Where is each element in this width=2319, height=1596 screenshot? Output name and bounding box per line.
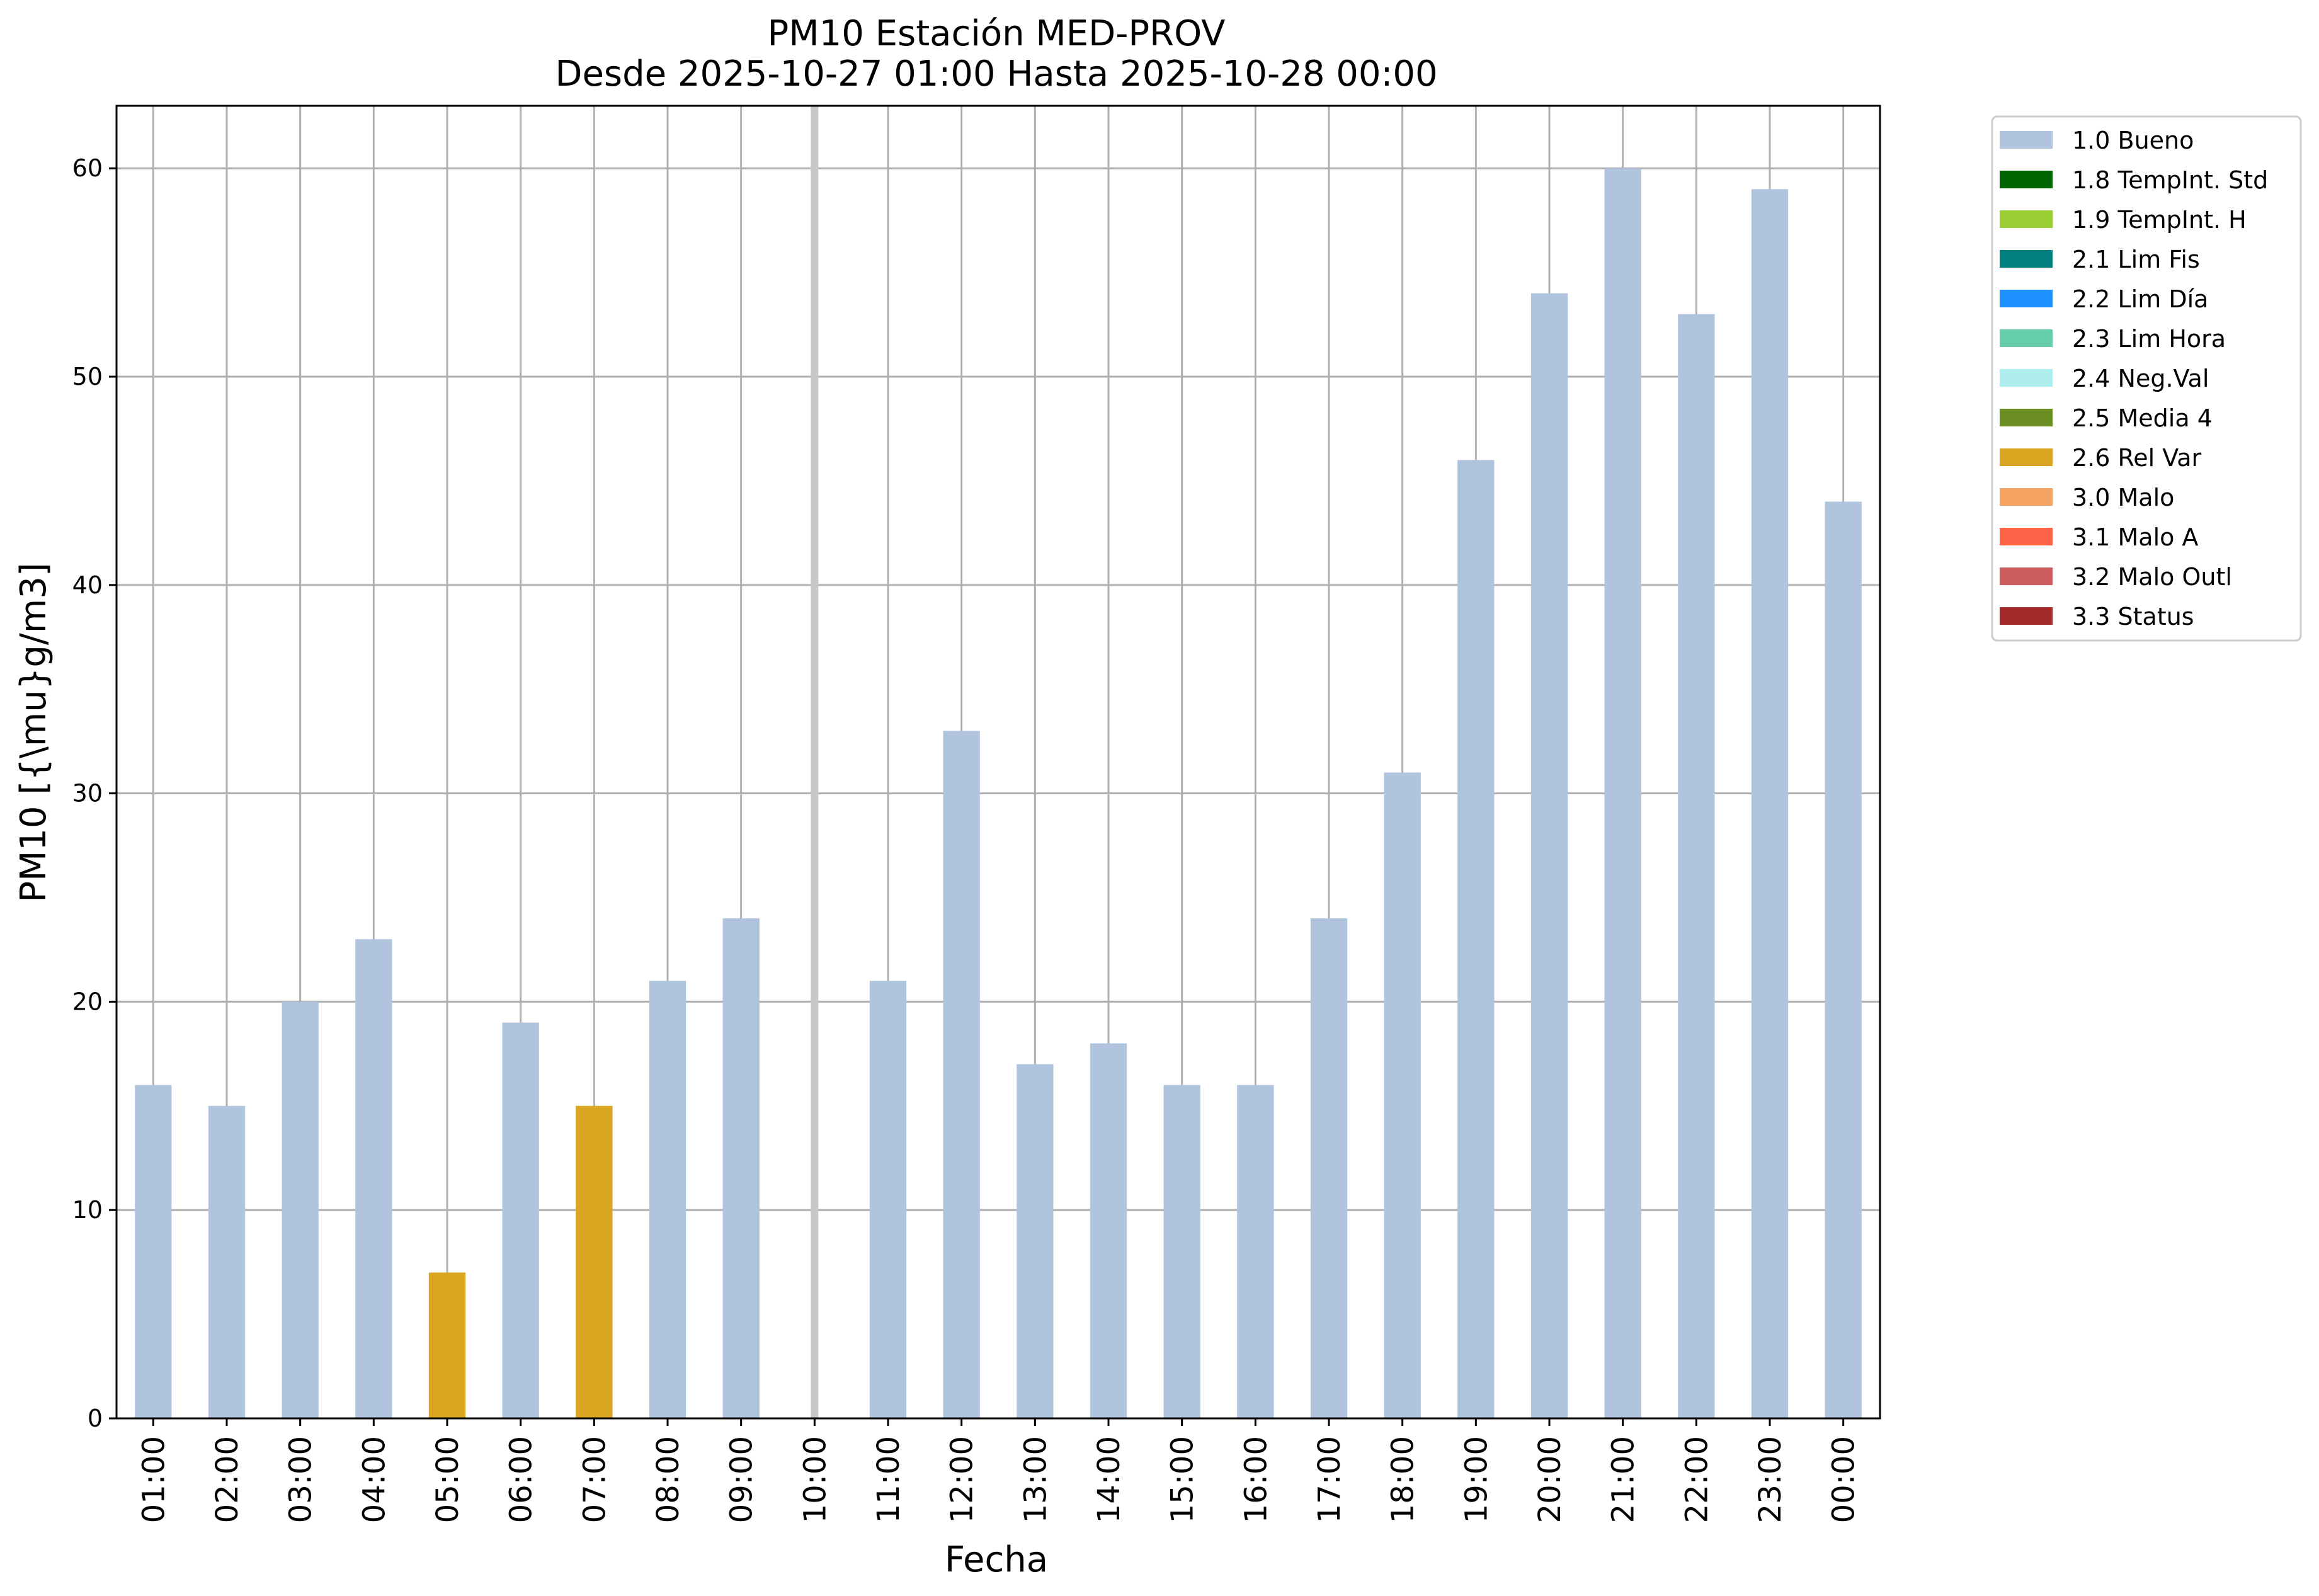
legend-label: 2.6 Rel Var xyxy=(2072,444,2202,472)
bar xyxy=(1678,314,1715,1418)
legend-swatch xyxy=(2000,369,2053,387)
legend-swatch xyxy=(2000,488,2053,506)
bar xyxy=(722,918,760,1418)
legend-label: 2.2 Lim Día xyxy=(2072,285,2208,313)
x-tick-label: 23:00 xyxy=(1753,1436,1788,1523)
legend-label: 3.3 Status xyxy=(2072,603,2194,630)
x-tick-label: 17:00 xyxy=(1312,1436,1347,1523)
y-tick-label: 10 xyxy=(72,1196,103,1224)
y-tick-label: 30 xyxy=(72,780,103,807)
y-tick-label: 50 xyxy=(72,363,103,390)
x-axis-ticks: 01:00 02:00 03:00 04:00 05:00 06:00 07:00 08:00… xyxy=(136,1418,1862,1523)
bars xyxy=(135,168,1862,1419)
x-tick-label: 18:00 xyxy=(1386,1436,1421,1523)
x-tick-label: 21:00 xyxy=(1606,1436,1641,1523)
legend-swatch xyxy=(2000,250,2053,268)
x-gridlines xyxy=(152,106,1845,1418)
legend-swatch xyxy=(2000,448,2053,466)
bar xyxy=(208,1105,246,1418)
legend-swatch xyxy=(2000,528,2053,545)
x-tick-label: 22:00 xyxy=(1679,1436,1714,1523)
bar xyxy=(649,981,687,1418)
bar xyxy=(1384,772,1421,1418)
bar xyxy=(355,939,392,1418)
x-tick-label: 07:00 xyxy=(577,1436,612,1523)
bar xyxy=(1604,168,1641,1419)
bar xyxy=(1310,918,1348,1418)
x-tick-label: 04:00 xyxy=(356,1436,392,1523)
x-tick-label: 05:00 xyxy=(430,1436,465,1523)
y-gridlines xyxy=(117,167,1880,1420)
chart-subtitle: Desde 2025-10-27 01:00 Hasta 2025-10-28 … xyxy=(555,54,1437,94)
legend-swatch xyxy=(2000,567,2053,585)
bar xyxy=(1530,293,1568,1418)
bar xyxy=(869,981,907,1418)
legend-label: 3.1 Malo A xyxy=(2072,523,2198,551)
legend-swatch xyxy=(2000,171,2053,188)
legend-label: 1.0 Bueno xyxy=(2072,127,2194,154)
missing-data-markers xyxy=(811,106,819,1418)
legend-swatch xyxy=(2000,409,2053,426)
legend-label: 3.0 Malo xyxy=(2072,484,2174,511)
legend-label: 2.5 Media 4 xyxy=(2072,404,2213,432)
legend-label: 2.3 Lim Hora xyxy=(2072,325,2226,353)
bar xyxy=(1237,1085,1274,1418)
legend-swatch xyxy=(2000,290,2053,307)
x-axis-title: Fecha xyxy=(945,1539,1048,1580)
x-tick-label: 10:00 xyxy=(797,1436,833,1523)
bar xyxy=(576,1105,613,1418)
legend-label: 1.8 TempInt. Std xyxy=(2072,166,2268,194)
legend-label: 3.2 Malo Outl xyxy=(2072,563,2232,591)
bar xyxy=(135,1085,172,1418)
legend-label: 1.9 TempInt. H xyxy=(2072,206,2247,234)
x-tick-label: 16:00 xyxy=(1238,1436,1273,1523)
x-tick-label: 08:00 xyxy=(651,1436,686,1523)
legend-label: 2.1 Lim Fis xyxy=(2072,246,2200,273)
legend-swatch xyxy=(2000,131,2053,149)
bar xyxy=(428,1272,466,1418)
x-tick-label: 09:00 xyxy=(724,1436,760,1523)
x-tick-label: 03:00 xyxy=(283,1436,319,1523)
x-tick-label: 14:00 xyxy=(1091,1436,1127,1523)
legend-label: 2.4 Neg.Val xyxy=(2072,365,2209,392)
bar xyxy=(282,1001,319,1418)
legend: 1.0 Bueno 1.8 TempInt. Std 1.9 TempInt. H 2… xyxy=(1991,115,2302,642)
bar xyxy=(1017,1064,1054,1418)
x-tick-label: 20:00 xyxy=(1532,1436,1568,1523)
bar xyxy=(1751,189,1789,1418)
x-tick-label: 06:00 xyxy=(504,1436,539,1523)
legend-swatch xyxy=(2000,607,2053,625)
legend-swatch xyxy=(2000,210,2053,228)
bar xyxy=(943,731,980,1418)
plot-area-frame xyxy=(115,105,1881,1420)
y-axis-ticks: 0 10 20 30 40 50 60 xyxy=(72,154,117,1432)
x-tick-label: 12:00 xyxy=(945,1436,980,1523)
x-tick-label: 15:00 xyxy=(1165,1436,1200,1523)
legend-swatch xyxy=(2000,329,2053,347)
y-tick-label: 40 xyxy=(72,571,103,599)
x-tick-label: 13:00 xyxy=(1018,1436,1053,1523)
bar xyxy=(1825,501,1862,1418)
bar xyxy=(1457,460,1495,1419)
legend-box xyxy=(1991,115,2302,642)
bar xyxy=(1163,1085,1200,1418)
bar xyxy=(1090,1043,1127,1418)
x-tick-label: 00:00 xyxy=(1826,1436,1862,1523)
y-tick-label: 20 xyxy=(72,988,103,1015)
x-tick-label: 01:00 xyxy=(136,1436,171,1523)
chart-title: PM10 Estación MED-PROV xyxy=(768,13,1226,54)
x-tick-label: 19:00 xyxy=(1459,1436,1494,1523)
y-tick-label: 60 xyxy=(72,154,103,182)
missing-data-marker xyxy=(811,106,819,1418)
y-axis-title: PM10 [{\mu}g/m3] xyxy=(13,562,54,903)
bar xyxy=(502,1022,539,1418)
x-tick-label: 02:00 xyxy=(210,1436,245,1523)
y-tick-label: 0 xyxy=(88,1405,103,1432)
x-tick-label: 11:00 xyxy=(871,1436,906,1523)
